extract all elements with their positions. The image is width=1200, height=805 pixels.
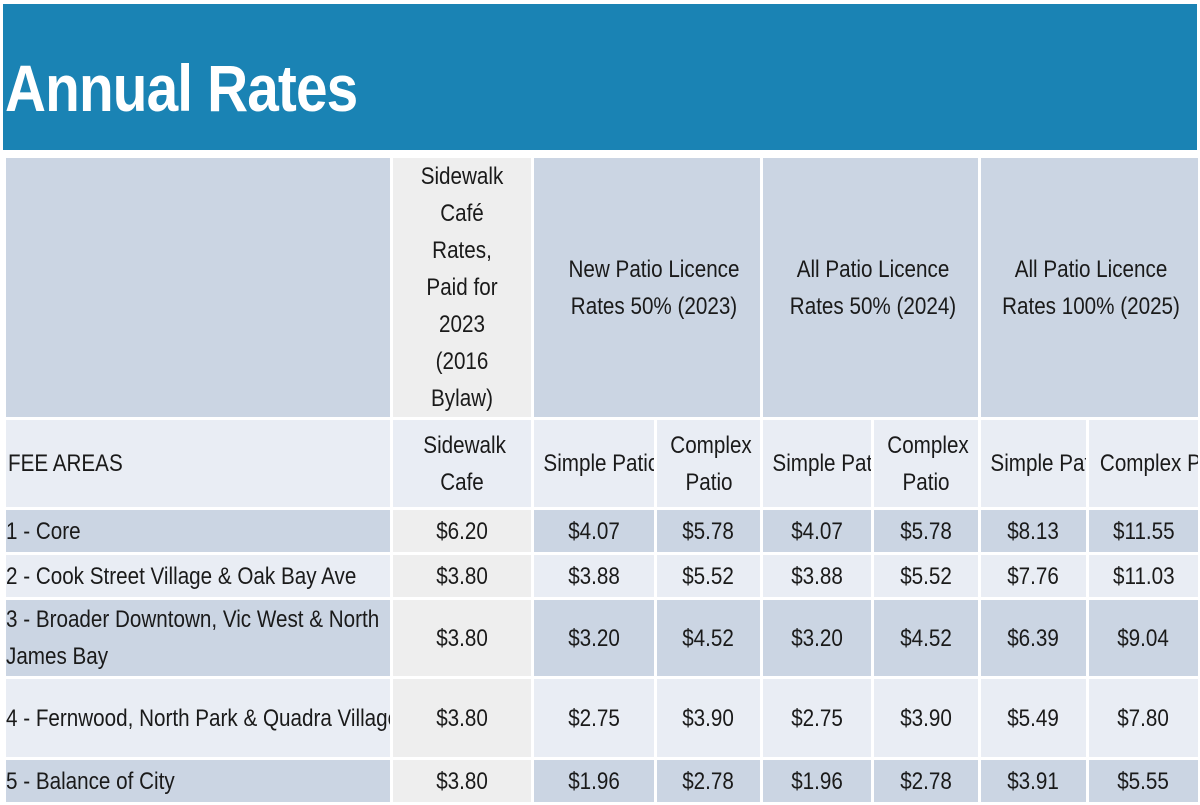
- simple-patio-2024-rate: $2.75: [760, 676, 874, 760]
- complex-patio-2023-rate: $4.52: [654, 597, 763, 679]
- simple-patio-2024-rate: $1.96: [760, 757, 874, 805]
- complex-patio-2023-rate: $5.52: [654, 552, 763, 600]
- simple-patio-2023-rate: $2.75: [531, 676, 657, 760]
- complex-patio-2025-rate: $5.55: [1086, 757, 1200, 805]
- rates-table: Sidewalk Café Rates, Paid for 2023 (2016…: [3, 155, 1200, 805]
- simple-patio-2024-rate: $4.07: [760, 507, 874, 555]
- header-group-all-patio-2024: All Patio Licence Rates 50% (2024): [760, 155, 981, 420]
- fee-area-cell: 2 - Cook Street Village & Oak Bay Ave: [3, 552, 393, 600]
- table-row: 1 - Core $6.20 $4.07 $5.78 $4.07 $5.78 $…: [3, 507, 1200, 555]
- complex-patio-2023-rate: $3.90: [654, 676, 763, 760]
- complex-patio-2023-rate: $2.78: [654, 757, 763, 805]
- header-row-columns: FEE AREAS Sidewalk Cafe Simple Patio Com…: [3, 417, 1200, 510]
- header-group-new-patio-2023: New Patio Licence Rates 50% (2023): [531, 155, 763, 420]
- complex-patio-2025-rate: $7.80: [1086, 676, 1200, 760]
- sidewalk-cafe-rate: $3.80: [390, 597, 534, 679]
- table-row: 4 - Fernwood, North Park & Quadra Villag…: [3, 676, 1200, 760]
- header-sidewalk-cafe: Sidewalk Cafe: [390, 417, 534, 510]
- header-simple-patio-2023: Simple Patio: [531, 417, 657, 510]
- complex-patio-2025-rate: $11.03: [1086, 552, 1200, 600]
- table-row: 5 - Balance of City $3.80 $1.96 $2.78 $1…: [3, 757, 1200, 805]
- sidewalk-cafe-rate: $6.20: [390, 507, 534, 555]
- header-group-all-patio-2025: All Patio Licence Rates 100% (2025): [978, 155, 1200, 420]
- sidewalk-cafe-rate: $3.80: [390, 757, 534, 805]
- title-bar: Annual Rates: [3, 4, 1197, 150]
- complex-patio-2024-rate: $5.52: [871, 552, 981, 600]
- header-blank-cell: [3, 155, 393, 420]
- header-complex-patio-2024: Complex Patio: [871, 417, 981, 510]
- complex-patio-2024-rate: $3.90: [871, 676, 981, 760]
- simple-patio-2025-rate: $8.13: [978, 507, 1089, 555]
- fee-area-cell: 1 - Core: [3, 507, 393, 555]
- sidewalk-cafe-rate: $3.80: [390, 676, 534, 760]
- simple-patio-2023-rate: $3.88: [531, 552, 657, 600]
- header-sidewalk-cafe-rates: Sidewalk Café Rates, Paid for 2023 (2016…: [390, 155, 534, 420]
- header-row-groups: Sidewalk Café Rates, Paid for 2023 (2016…: [3, 155, 1200, 420]
- header-simple-patio-2024: Simple Patio: [760, 417, 874, 510]
- complex-patio-2023-rate: $5.78: [654, 507, 763, 555]
- complex-patio-2024-rate: $5.78: [871, 507, 981, 555]
- simple-patio-2023-rate: $4.07: [531, 507, 657, 555]
- header-complex-patio-2025: Complex Patio: [1086, 417, 1200, 510]
- table-row: 3 - Broader Downtown, Vic West & North J…: [3, 597, 1200, 679]
- fee-area-cell: 3 - Broader Downtown, Vic West & North J…: [3, 597, 393, 679]
- complex-patio-2024-rate: $2.78: [871, 757, 981, 805]
- simple-patio-2025-rate: $5.49: [978, 676, 1089, 760]
- fee-area-cell: 4 - Fernwood, North Park & Quadra Villag…: [3, 676, 393, 760]
- table-row: 2 - Cook Street Village & Oak Bay Ave $3…: [3, 552, 1200, 600]
- simple-patio-2025-rate: $7.76: [978, 552, 1089, 600]
- sidewalk-cafe-rate: $3.80: [390, 552, 534, 600]
- header-fee-areas: FEE AREAS: [3, 417, 393, 510]
- simple-patio-2024-rate: $3.20: [760, 597, 874, 679]
- simple-patio-2024-rate: $3.88: [760, 552, 874, 600]
- header-simple-patio-2025: Simple Patio: [978, 417, 1089, 510]
- simple-patio-2025-rate: $3.91: [978, 757, 1089, 805]
- complex-patio-2024-rate: $4.52: [871, 597, 981, 679]
- fee-area-cell: 5 - Balance of City: [3, 757, 393, 805]
- header-complex-patio-2023: Complex Patio: [654, 417, 763, 510]
- simple-patio-2023-rate: $3.20: [531, 597, 657, 679]
- complex-patio-2025-rate: $9.04: [1086, 597, 1200, 679]
- simple-patio-2023-rate: $1.96: [531, 757, 657, 805]
- simple-patio-2025-rate: $6.39: [978, 597, 1089, 679]
- complex-patio-2025-rate: $11.55: [1086, 507, 1200, 555]
- page-title: Annual Rates: [5, 51, 358, 125]
